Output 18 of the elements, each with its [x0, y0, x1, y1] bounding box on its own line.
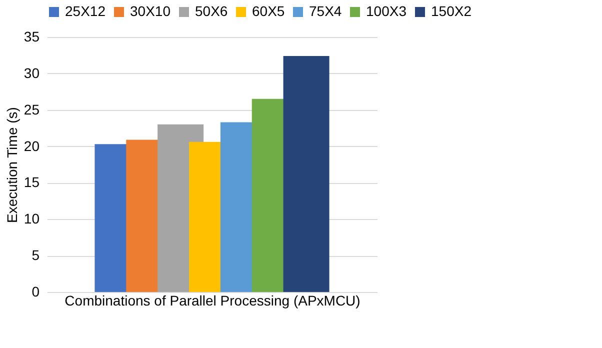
bar	[283, 56, 330, 292]
legend-label: 25X12	[65, 3, 106, 19]
y-tick-label: 10	[24, 210, 40, 227]
y-tick-label: 25	[24, 101, 40, 118]
y-tick-label: 30	[24, 64, 40, 81]
y-tick-label: 15	[24, 174, 40, 190]
x-axis-title: Combinations of Parallel Processing (APxMCU)	[64, 292, 360, 308]
legend-label: 60X5	[252, 3, 285, 19]
legend-label: 150X2	[431, 3, 472, 19]
y-tick-label: 35	[24, 28, 40, 44]
y-axis-title: Execution Time (s)	[4, 107, 20, 223]
y-tick-label: 0	[32, 284, 40, 300]
legend-label: 50X6	[195, 3, 228, 19]
y-tick-label: 5	[32, 247, 40, 264]
y-tick-label: 20	[24, 138, 40, 154]
legend-label: 30X10	[130, 3, 171, 19]
legend-label: 75X4	[309, 3, 342, 19]
legend-label: 100X3	[366, 3, 407, 19]
